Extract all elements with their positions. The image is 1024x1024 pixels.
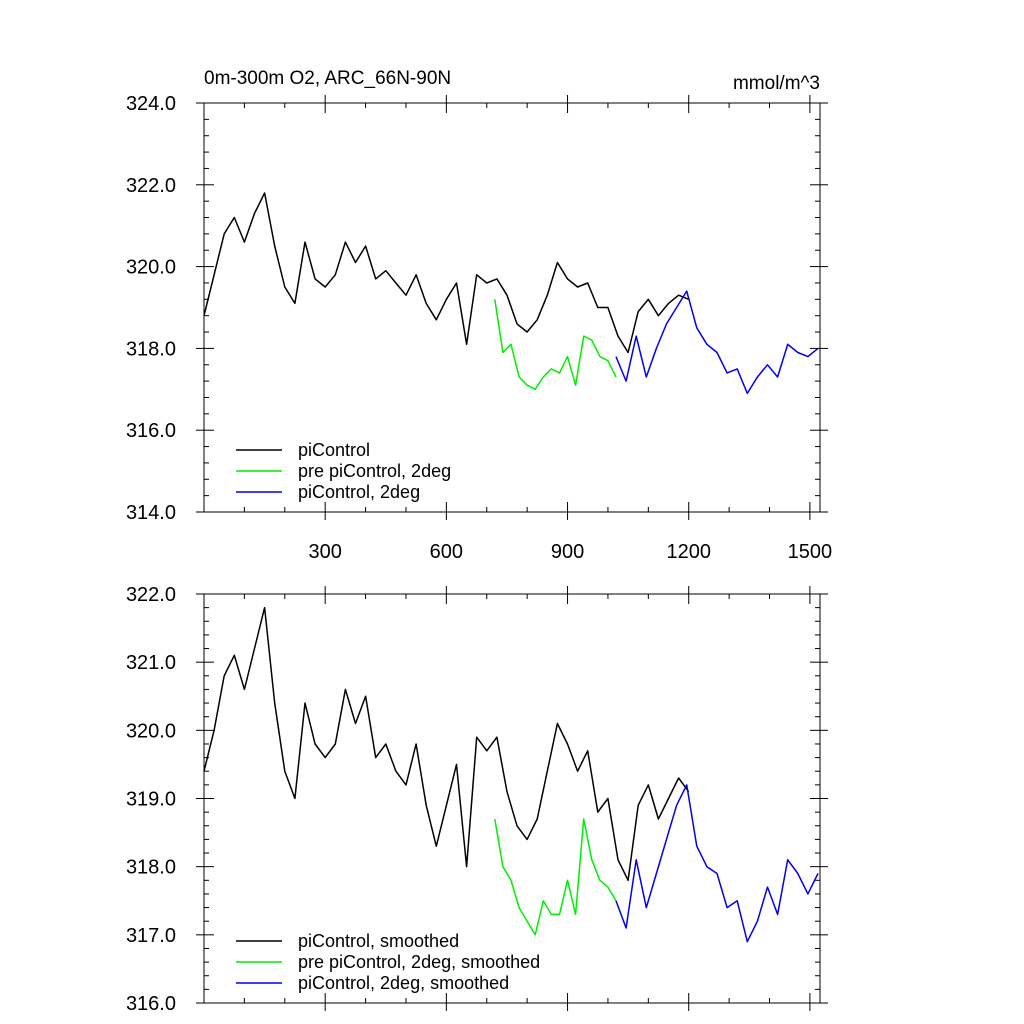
x-tick-label: 1500 [788, 541, 833, 563]
y-tick-label: 316.0 [126, 993, 176, 1015]
y-tick-label: 324.0 [126, 93, 176, 115]
series-line-2 [494, 818, 617, 936]
legend-label: piControl, 2deg [298, 482, 420, 502]
legend-label: pre piControl, 2deg [298, 461, 451, 481]
y-tick-label: 317.0 [126, 925, 176, 947]
legend-label: piControl, 2deg, smoothed [298, 973, 509, 993]
y-tick-label: 318.0 [126, 857, 176, 879]
legend-label: piControl, smoothed [298, 931, 459, 951]
legend-label: pre piControl, 2deg, smoothed [298, 952, 540, 972]
y-tick-label: 322.0 [126, 584, 176, 606]
units-label: mmol/m^3 [733, 73, 820, 94]
series-line-1 [203, 192, 689, 354]
y-tick-label: 320.0 [126, 720, 176, 742]
series-line-3 [615, 784, 819, 943]
x-tick-label: 1200 [666, 541, 711, 563]
plot-panel-1: 314.0 316.0 318.0 320.0 322.0 324.0 300 600 900 1… [126, 68, 832, 563]
legend-label: piControl [298, 440, 370, 460]
y-tick-label: 316.0 [126, 420, 176, 442]
series-line-3 [615, 290, 819, 395]
x-tick-label: 300 [308, 541, 341, 563]
y-tick-label: 322.0 [126, 175, 176, 197]
plot-panel-2: 316.0 317.0 318.0 319.0 320.0 321.0 322.0 piCon… [126, 584, 828, 1015]
y-tick-label: 318.0 [126, 338, 176, 360]
y-tick-label: 321.0 [126, 652, 176, 674]
series-line-2 [494, 299, 617, 391]
chart-title: 0m-300m O2, ARC_66N-90N [204, 68, 451, 89]
x-tick-label: 900 [551, 541, 584, 563]
y-tick-label: 320.0 [126, 257, 176, 279]
x-tick-label: 600 [430, 541, 463, 563]
series-line-1 [203, 606, 690, 882]
plot-frame [203, 102, 821, 513]
y-tick-label: 319.0 [126, 789, 176, 811]
plot-frame [203, 593, 821, 1004]
y-tick-label: 314.0 [126, 502, 176, 524]
